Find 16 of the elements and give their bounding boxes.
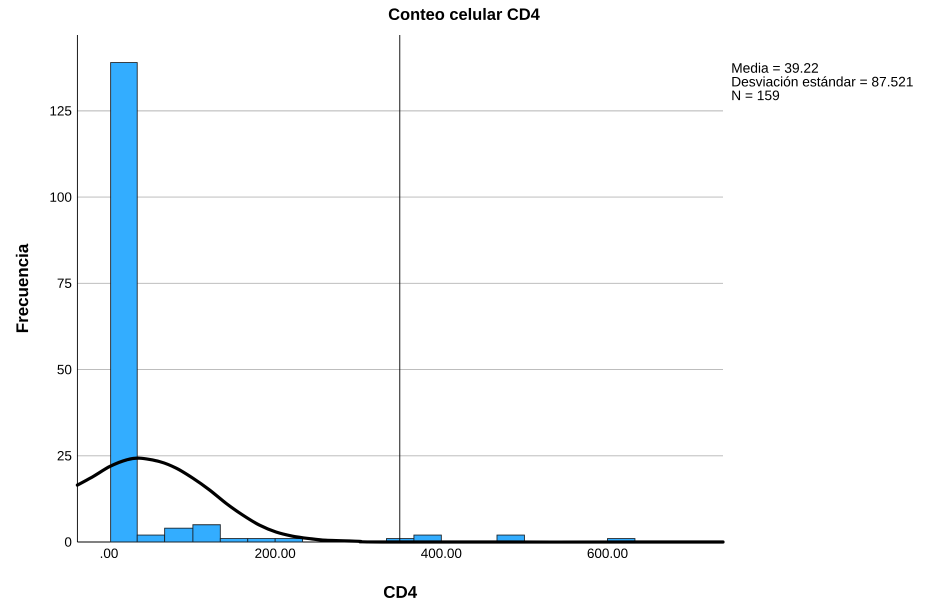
text: Desviación estándar = 87.521 xyxy=(732,76,913,87)
y-axis-title: Frecuencia xyxy=(16,244,28,332)
x-tick-label: 200.00 xyxy=(255,548,296,558)
x-axis-title: CD4 xyxy=(384,586,418,598)
x-tick-label: .00 xyxy=(100,548,118,558)
y-tick-label: 0 xyxy=(64,537,72,547)
text: N = 159 xyxy=(732,90,780,100)
chart-title: Conteo celular CD4 xyxy=(388,8,540,20)
y-tick-label: 50 xyxy=(57,364,72,374)
text: Media = 39.22 xyxy=(732,62,818,73)
y-tick-label: 125 xyxy=(50,106,72,116)
y-tick-label: 75 xyxy=(58,278,72,288)
y-tick-label: 100 xyxy=(50,192,72,202)
y-tick-label: 25 xyxy=(58,451,72,461)
x-tick-label: 400.00 xyxy=(421,548,462,558)
x-tick-label: 600.00 xyxy=(588,548,628,558)
